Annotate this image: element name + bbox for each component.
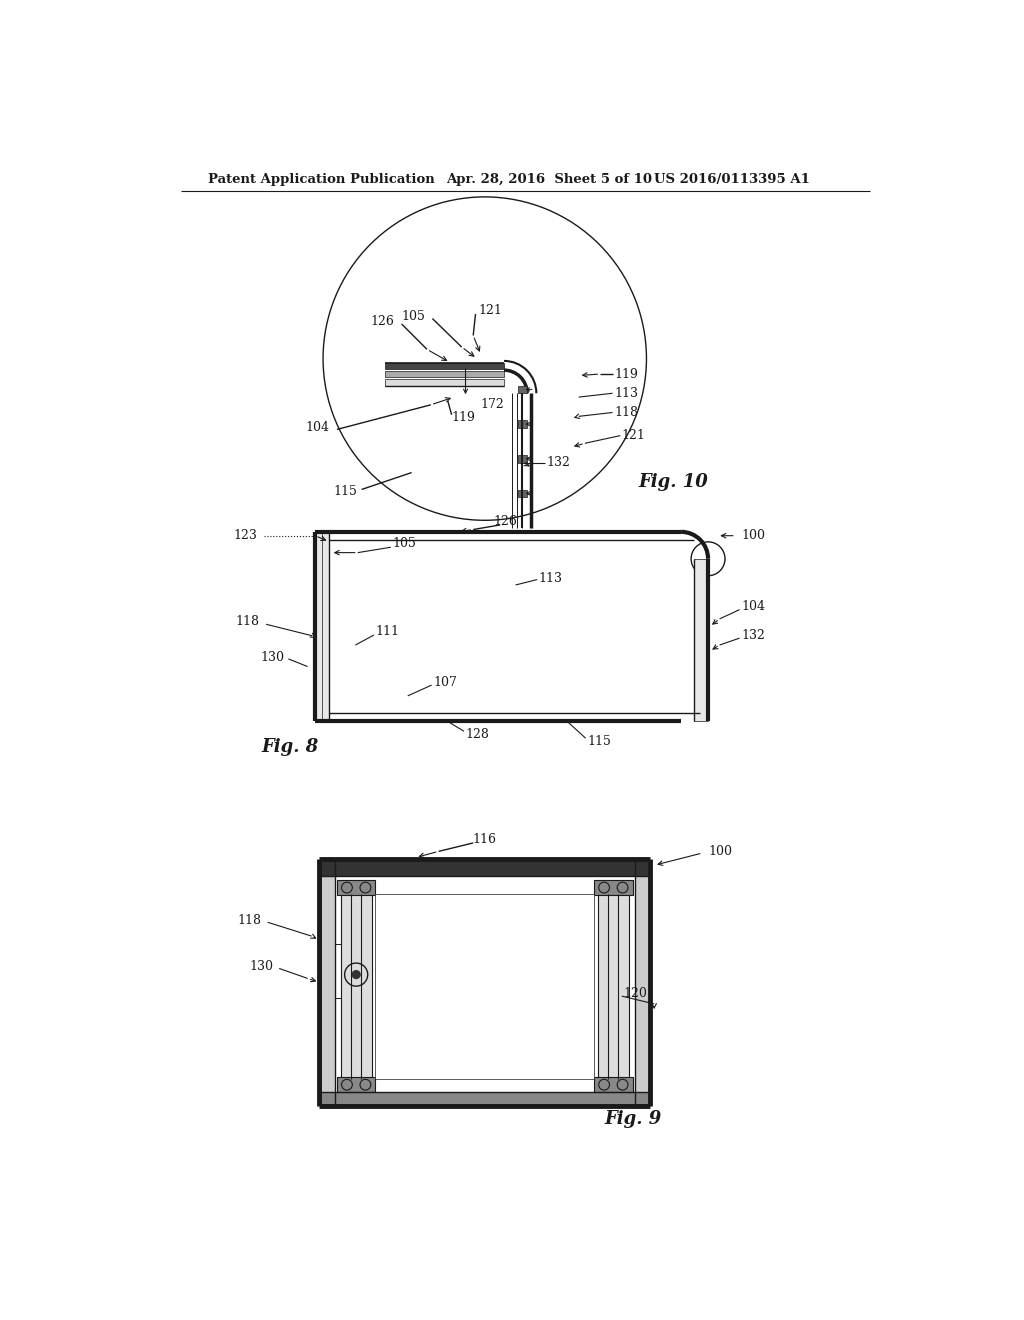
Text: 104: 104 <box>305 421 330 434</box>
Text: 121: 121 <box>478 305 503 317</box>
Text: US 2016/0113395 A1: US 2016/0113395 A1 <box>654 173 810 186</box>
Text: 123: 123 <box>233 529 258 543</box>
Text: 107: 107 <box>433 676 457 689</box>
Text: 118: 118 <box>236 615 260 628</box>
Bar <box>385 363 504 370</box>
Bar <box>635 861 649 1104</box>
Bar <box>337 880 376 895</box>
Bar <box>694 558 708 721</box>
Bar <box>518 455 527 462</box>
Bar <box>598 894 629 1078</box>
Bar <box>321 1093 649 1104</box>
Bar <box>518 385 527 393</box>
Text: 126: 126 <box>494 515 517 528</box>
Circle shape <box>351 970 360 979</box>
Text: 120: 120 <box>624 987 647 1001</box>
Text: 111: 111 <box>376 626 399 639</box>
Text: 128: 128 <box>466 727 489 741</box>
Bar <box>518 420 527 428</box>
Text: Fig. 10: Fig. 10 <box>639 473 709 491</box>
Text: Fig. 9: Fig. 9 <box>604 1110 662 1129</box>
Bar <box>321 861 649 876</box>
Text: 118: 118 <box>614 407 638 418</box>
Text: 113: 113 <box>614 387 638 400</box>
Bar <box>376 894 594 1078</box>
Text: 130: 130 <box>249 961 273 973</box>
Text: 119: 119 <box>614 367 638 380</box>
Text: 104: 104 <box>741 601 765 612</box>
Text: 115: 115 <box>587 735 611 748</box>
Bar <box>594 1077 633 1093</box>
Text: Apr. 28, 2016  Sheet 5 of 10: Apr. 28, 2016 Sheet 5 of 10 <box>446 173 652 186</box>
Text: 121: 121 <box>622 429 646 442</box>
Bar <box>315 532 330 721</box>
Bar <box>341 894 372 1078</box>
Bar <box>518 490 527 498</box>
Text: Fig. 8: Fig. 8 <box>261 738 318 756</box>
Text: 116: 116 <box>473 833 497 846</box>
Text: 119: 119 <box>452 412 475 425</box>
Bar <box>385 371 504 378</box>
Text: 126: 126 <box>371 315 394 329</box>
Text: Patent Application Publication: Patent Application Publication <box>208 173 434 186</box>
Text: 105: 105 <box>401 310 425 323</box>
Bar <box>337 1077 376 1093</box>
Bar <box>385 379 504 387</box>
Text: 115: 115 <box>334 484 357 498</box>
Bar <box>594 880 633 895</box>
Text: 132: 132 <box>547 455 570 469</box>
Text: 113: 113 <box>539 572 562 585</box>
Text: 100: 100 <box>741 529 765 543</box>
Bar <box>321 861 335 1104</box>
Text: 130: 130 <box>260 651 285 664</box>
Text: 105: 105 <box>392 537 416 550</box>
Text: 172: 172 <box>481 399 505 412</box>
Text: 118: 118 <box>238 915 261 927</box>
Text: 100: 100 <box>708 845 732 858</box>
Text: 132: 132 <box>741 630 765 643</box>
